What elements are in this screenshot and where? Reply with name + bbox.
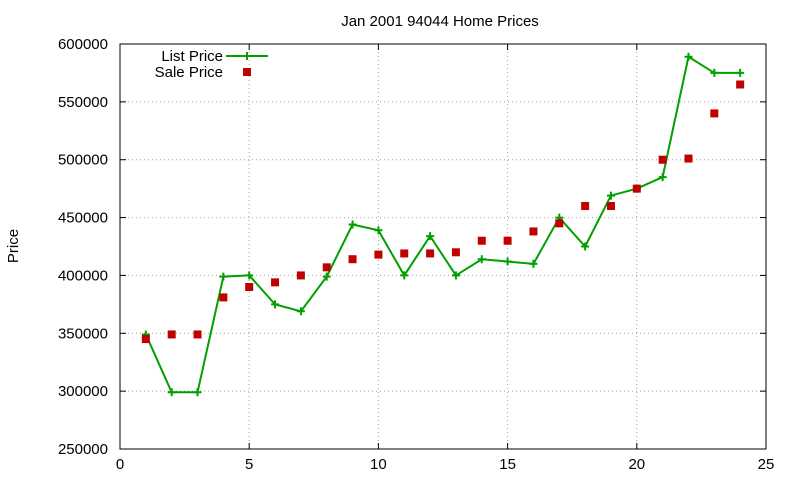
sale-price-point <box>555 219 564 228</box>
list-price-point <box>426 232 435 241</box>
series-layer <box>141 52 745 397</box>
y-tick-label: 450000 <box>58 210 108 227</box>
list-price-point <box>167 388 176 397</box>
legend-swatch-marker <box>243 68 251 76</box>
list-price-point <box>296 307 305 316</box>
sale-price-point <box>271 278 280 287</box>
legend-label: List Price <box>161 48 223 65</box>
series-sale-price <box>141 80 745 344</box>
y-axis-label: Price <box>5 229 22 263</box>
y-tick-label: 500000 <box>58 152 108 169</box>
list-price-point <box>271 300 280 309</box>
sale-price-point <box>581 202 590 210</box>
sale-price-point <box>193 330 202 339</box>
sale-price-point <box>529 227 538 236</box>
sale-price-point <box>632 184 641 193</box>
y-tick-label: 350000 <box>58 325 108 342</box>
list-price-point <box>658 173 667 182</box>
x-tick-label: 10 <box>370 456 387 473</box>
plot-frame <box>119 43 767 450</box>
axes: 0 5 10 15 20 25 250000 300000 350000 400000 450000… <box>58 36 774 473</box>
list-price-point <box>477 255 486 264</box>
list-price-point <box>219 272 228 281</box>
y-tick-label: 550000 <box>58 94 108 111</box>
list-price-point <box>736 68 745 77</box>
x-tick-label: 25 <box>758 456 775 473</box>
list-price-point <box>348 220 357 229</box>
grid <box>120 44 766 449</box>
sale-price-point <box>426 249 435 258</box>
legend-label: Sale Price <box>155 64 223 81</box>
x-tick-label: 0 <box>116 456 124 473</box>
sale-price-point <box>477 236 486 245</box>
y-tick-label: 400000 <box>58 267 108 284</box>
list-price-point <box>684 52 693 61</box>
legend-swatch-marker <box>243 52 251 60</box>
sale-price-point <box>684 154 693 163</box>
x-tick-label: 20 <box>628 456 645 473</box>
list-price-point <box>503 257 512 266</box>
list-price-line <box>144 55 741 394</box>
sale-price-point <box>710 109 719 118</box>
list-price-point <box>193 388 202 397</box>
x-tick-label: 5 <box>245 456 253 473</box>
x-tick-label: 15 <box>499 456 516 473</box>
list-price-point <box>606 191 615 200</box>
sale-price-point <box>374 250 383 259</box>
list-price-point <box>322 272 331 281</box>
sale-price-point <box>322 263 331 272</box>
sale-price-point <box>296 271 305 280</box>
y-tick-label: 600000 <box>58 36 108 53</box>
sale-price-point <box>400 249 409 258</box>
sale-price-point <box>451 248 460 257</box>
series-list-price <box>141 52 745 397</box>
sale-price-point <box>141 335 150 344</box>
list-price-point <box>245 271 254 280</box>
y-tick-label: 300000 <box>58 383 108 400</box>
sale-price-point <box>167 330 176 339</box>
list-price-point <box>374 226 383 235</box>
list-price-point <box>581 242 590 251</box>
list-price-point <box>400 271 409 280</box>
sale-price-point <box>736 80 745 89</box>
sale-price-point <box>245 283 254 291</box>
sale-price-point <box>606 202 615 210</box>
list-price-point <box>529 259 538 268</box>
y-tick-label: 250000 <box>58 441 108 458</box>
sale-price-point <box>503 236 512 245</box>
chart-title: Jan 2001 94044 Home Prices <box>341 13 539 30</box>
sale-price-point <box>658 155 667 164</box>
list-price-point <box>710 68 719 77</box>
sale-price-point <box>348 255 357 264</box>
sale-price-point <box>219 293 228 302</box>
list-price-point <box>451 271 460 280</box>
